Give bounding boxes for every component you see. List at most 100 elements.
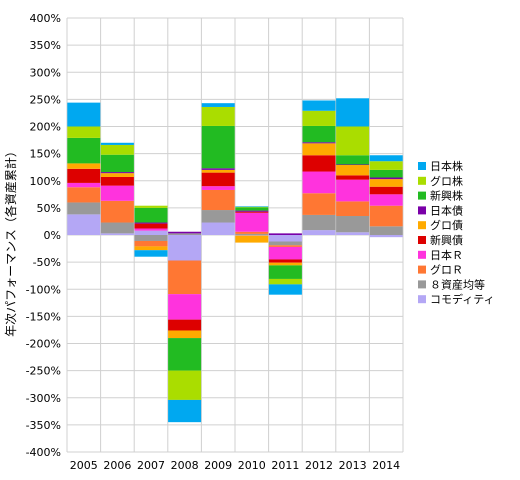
bar-segment	[235, 212, 269, 232]
bar-segment	[336, 165, 370, 176]
y-tick-label: 200%	[30, 121, 61, 134]
x-tick-label: 2010	[238, 459, 266, 472]
bar-segment	[302, 230, 336, 235]
bar-segment	[369, 169, 403, 178]
legend-label: グロＲ	[430, 263, 463, 277]
bar-segment	[336, 232, 370, 235]
bar-segment	[336, 216, 370, 233]
bar-segment	[369, 194, 403, 206]
y-tick-label: -300%	[26, 392, 61, 405]
bar-segment	[235, 206, 269, 208]
legend-swatch	[418, 280, 426, 289]
bar-segment	[100, 173, 134, 177]
bar-segment	[369, 155, 403, 162]
bar-segment	[168, 338, 202, 371]
bar-segment	[302, 110, 336, 126]
bar-segment	[201, 106, 235, 126]
bar-segment	[134, 223, 168, 229]
bar-segment	[168, 330, 202, 339]
bar-segment	[134, 228, 168, 231]
bar-segment	[201, 222, 235, 235]
bar-segment	[235, 207, 269, 211]
legend-label: ８資産均等	[430, 277, 485, 291]
bar-segment	[369, 205, 403, 227]
y-tick-label: 300%	[30, 66, 61, 79]
bar-segment	[268, 278, 302, 285]
bar-segment	[369, 177, 403, 180]
bar-segment	[100, 172, 134, 174]
legend-swatch	[418, 250, 426, 259]
bar-segment	[201, 168, 235, 170]
y-tick-label: -350%	[26, 419, 61, 432]
legend-swatch	[418, 236, 426, 244]
legend-swatch	[418, 265, 426, 274]
y-tick-label: -100%	[26, 283, 61, 296]
bar-segment	[235, 235, 269, 243]
bar-segment	[235, 211, 269, 213]
bar-segment	[67, 126, 101, 138]
bar-segment	[100, 144, 134, 155]
legend-label: 新興債	[430, 233, 463, 247]
bar-segment	[268, 262, 302, 266]
bar-segment	[268, 241, 302, 246]
bar-segment	[134, 205, 168, 208]
legend-label: 日本Ｒ	[430, 248, 463, 262]
bar-segment	[134, 240, 168, 247]
bar-segment	[67, 102, 101, 127]
bar-segment	[369, 186, 403, 195]
bar-segment	[168, 231, 202, 234]
bar-segment	[67, 187, 101, 203]
legend-swatch	[418, 191, 426, 200]
bar-segment	[336, 164, 370, 166]
bar-segment	[268, 235, 302, 242]
bar-segment	[201, 189, 235, 211]
bar-segment	[201, 125, 235, 169]
y-tick-label: 250%	[30, 93, 61, 106]
y-axis-ticks: -400% -350% -300% -250% -200% -150% -100% -50% 0…	[26, 12, 61, 459]
x-tick-label: 2005	[70, 459, 98, 472]
legend-swatch	[418, 176, 426, 185]
bar-segment	[100, 222, 134, 234]
y-tick-label: 350%	[30, 39, 61, 52]
x-tick-label: 2006	[103, 459, 131, 472]
bar-segment	[100, 154, 134, 173]
bar-segment	[201, 210, 235, 223]
bar-segment	[235, 231, 269, 234]
bar-segment	[100, 200, 134, 223]
bar-segment	[201, 169, 235, 173]
y-tick-label: 400%	[30, 12, 61, 25]
bar-segment	[302, 155, 336, 172]
y-tick-label: -200%	[26, 338, 61, 351]
bar-segment	[134, 207, 168, 223]
bar-segment	[168, 399, 202, 423]
bar-segment	[302, 193, 336, 215]
y-tick-label: -50%	[33, 256, 61, 269]
bar-segment	[100, 185, 134, 201]
bar-segment	[168, 233, 202, 235]
bar-segment	[268, 265, 302, 279]
bar-segment	[302, 100, 336, 111]
y-tick-label: 0%	[44, 229, 61, 242]
bar-segment	[134, 222, 168, 224]
bar-segment	[336, 175, 370, 180]
legend-swatch	[418, 295, 426, 304]
bar-segment	[369, 161, 403, 170]
bar-segment	[168, 294, 202, 320]
y-tick-label: 150%	[30, 148, 61, 161]
bar-segment	[67, 214, 101, 235]
legend-label: グロ株	[430, 174, 463, 188]
bar-segment	[168, 260, 202, 295]
bar-segment	[235, 233, 269, 235]
x-tick-label: 2008	[171, 459, 199, 472]
bar-segment	[369, 179, 403, 187]
y-tick-label: 100%	[30, 175, 61, 188]
x-tick-label: 2011	[271, 459, 299, 472]
bar-segment	[168, 235, 202, 261]
bar-segment	[100, 233, 134, 235]
bar-segment	[100, 142, 134, 145]
bar-segment	[369, 235, 403, 238]
bar-segment	[134, 246, 168, 251]
bar-segment	[67, 137, 101, 164]
